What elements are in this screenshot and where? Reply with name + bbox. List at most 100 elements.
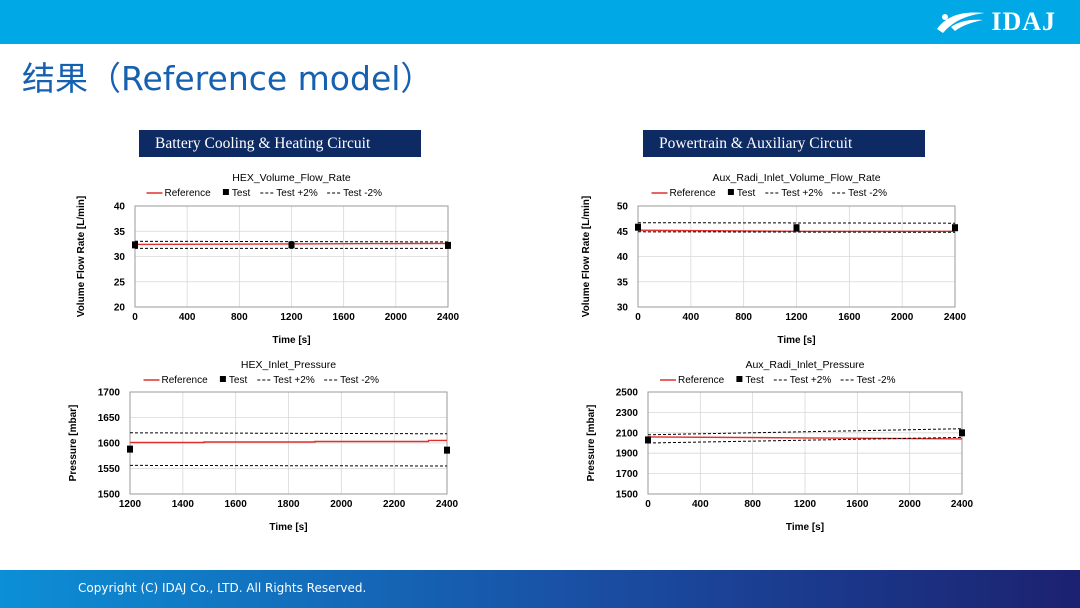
test-plus-2-line [129, 432, 448, 435]
y-tick-label: 1700 [616, 469, 639, 480]
x-tick-label: 800 [744, 499, 761, 510]
legend-test-swatch [736, 376, 743, 382]
chart-legend: Reference Test Test +2% Test -2% [660, 375, 896, 386]
y-tick-label: 1500 [98, 490, 121, 501]
legend-label: Reference [670, 188, 717, 199]
plot-frame [134, 205, 449, 308]
legend-test-swatch [222, 189, 229, 195]
legend-label: Test +2% [790, 375, 832, 386]
x-tick-label: 2200 [383, 499, 406, 510]
x-tick-label: 1800 [277, 499, 300, 510]
test-marker [645, 436, 651, 444]
y-tick-label: 50 [617, 202, 629, 213]
test-marker [952, 224, 958, 232]
x-tick-label: 2000 [330, 499, 353, 510]
y-tick-label: 35 [617, 277, 629, 288]
x-tick-label: 800 [231, 312, 248, 323]
y-tick-label: 25 [114, 277, 126, 288]
legend-label: Test -2% [857, 375, 896, 386]
test-plus-2-line [637, 222, 956, 224]
reference-line [637, 229, 955, 232]
x-tick-label: 1600 [838, 312, 861, 323]
plot-frame [637, 205, 956, 308]
legend-label: Test -2% [848, 188, 887, 199]
x-tick-label: 1600 [846, 499, 869, 510]
test-marker [959, 429, 965, 437]
top-bar: IDAJ [0, 0, 1080, 44]
y-tick-label: 2300 [616, 408, 639, 419]
x-axis-label: Time [s] [786, 522, 824, 533]
test-marker [132, 241, 138, 249]
page-title: 结果（Reference model） [22, 59, 434, 98]
x-tick-label: 400 [682, 312, 699, 323]
x-tick-label: 0 [645, 499, 651, 510]
legend-label: Test +2% [276, 188, 318, 199]
legend-label: Test +2% [273, 375, 315, 386]
y-tick-label: 20 [114, 303, 126, 314]
chart-hex-inlet-pressure: HEX_Inlet_Pressure Reference Test Test +2% T… [68, 359, 459, 533]
legend-label: Reference [162, 375, 209, 386]
legend-test-swatch [219, 376, 226, 382]
y-tick-label: 1500 [616, 490, 639, 501]
x-tick-label: 2000 [385, 312, 408, 323]
chart-legend: Reference Test Test +2% Test -2% [146, 188, 382, 199]
legend-label: Test +2% [781, 188, 823, 199]
x-axis-label: Time [s] [777, 335, 815, 346]
y-axis-label: Volume Flow Rate [L/min] [581, 196, 592, 317]
footer-bar: Copyright (C) IDAJ Co., LTD. All Rights … [0, 570, 1080, 608]
legend-test-swatch [727, 189, 734, 195]
x-tick-label: 1600 [333, 312, 356, 323]
x-tick-label: 1200 [119, 499, 142, 510]
x-tick-label: 2400 [437, 312, 460, 323]
chart-title: Aux_Radi_Inlet_Volume_Flow_Rate [712, 172, 880, 184]
x-tick-label: 800 [735, 312, 752, 323]
test-minus-2-line [647, 436, 963, 444]
legend-label: Test -2% [340, 375, 379, 386]
x-tick-label: 2400 [436, 499, 459, 510]
x-tick-label: 0 [635, 312, 641, 323]
reference-line [130, 439, 447, 444]
y-axis-label: Pressure [mbar] [586, 405, 597, 482]
legend-label: Test [229, 375, 248, 386]
x-tick-label: 0 [132, 312, 138, 323]
chart-aux-radi-volume-flow-rate: Aux_Radi_Inlet_Volume_Flow_Rate Reference… [581, 172, 967, 346]
chart-title: HEX_Inlet_Pressure [241, 359, 336, 371]
y-tick-label: 1600 [98, 439, 121, 450]
legend-label: Test [232, 188, 251, 199]
test-marker [635, 223, 641, 231]
x-tick-label: 400 [692, 499, 709, 510]
section-label-battery: Battery Cooling & Heating Circuit [139, 130, 421, 157]
legend-label: Test -2% [343, 188, 382, 199]
chart-title: Aux_Radi_Inlet_Pressure [745, 359, 864, 371]
y-axis-label: Volume Flow Rate [L/min] [76, 196, 87, 317]
section-label-powertrain: Powertrain & Auxiliary Circuit [643, 130, 925, 157]
y-tick-label: 40 [114, 202, 126, 213]
x-tick-label: 2000 [899, 499, 922, 510]
test-marker [288, 241, 295, 249]
legend-label: Reference [165, 188, 212, 199]
y-tick-label: 40 [617, 252, 629, 263]
x-tick-label: 1200 [794, 499, 817, 510]
x-axis-label: Time [s] [269, 522, 307, 533]
y-tick-label: 45 [617, 227, 629, 238]
y-tick-label: 30 [114, 252, 126, 263]
x-tick-label: 1400 [172, 499, 195, 510]
legend-label: Reference [678, 375, 725, 386]
test-minus-2-line [637, 231, 956, 233]
test-marker [793, 224, 800, 232]
copyright-text: Copyright (C) IDAJ Co., LTD. All Rights … [78, 581, 367, 595]
idaj-swoosh-icon [937, 12, 986, 33]
x-tick-label: 1200 [785, 312, 808, 323]
test-marker [444, 446, 450, 454]
x-tick-label: 1600 [225, 499, 248, 510]
y-tick-label: 35 [114, 227, 126, 238]
y-tick-label: 1650 [98, 413, 121, 424]
y-tick-label: 1550 [98, 464, 121, 475]
logo-text: IDAJ [991, 7, 1056, 36]
y-tick-label: 30 [617, 303, 629, 314]
y-tick-label: 1900 [616, 449, 639, 460]
x-tick-label: 2000 [891, 312, 914, 323]
y-tick-label: 1700 [98, 388, 121, 399]
chart-legend: Reference Test Test +2% Test -2% [651, 188, 887, 199]
x-tick-label: 400 [179, 312, 196, 323]
